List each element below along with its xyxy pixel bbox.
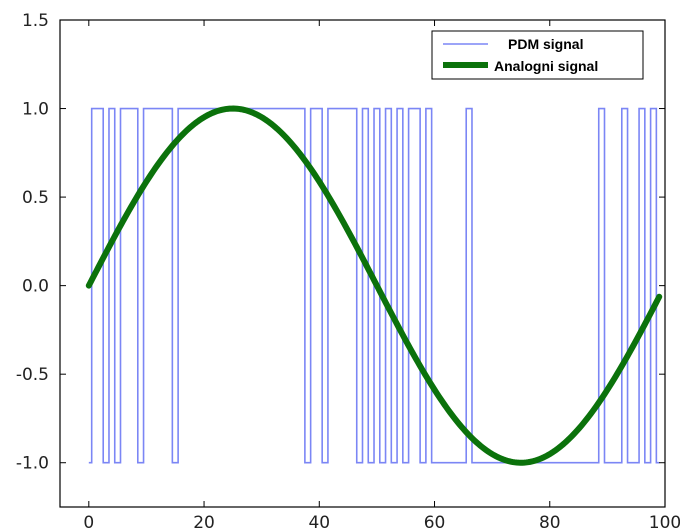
x-tick-label: 40	[308, 513, 330, 530]
pdm-signal-line	[88, 107, 660, 464]
analog-signal-line	[85, 105, 663, 466]
y-tick-label: 1.5	[22, 11, 49, 31]
y-tick-label: 0.5	[22, 188, 49, 208]
pdm-signal-layer	[88, 107, 660, 464]
y-tick-label: -0.5	[16, 365, 49, 385]
x-tick-label: 0	[83, 513, 94, 530]
legend: PDM signal Analogni signal	[431, 30, 644, 80]
x-tick-label: 100	[649, 513, 680, 530]
axis-ticks: 0 20 40 60 80 100 1.5 1.0 0.5 0.0 -0.5 -1.0	[16, 11, 680, 530]
y-tick-label: -1.0	[16, 454, 49, 474]
legend-pdm-label: PDM signal	[508, 36, 583, 52]
legend-box	[431, 30, 644, 80]
x-tick-label: 60	[424, 513, 446, 530]
x-tick-label: 20	[193, 513, 215, 530]
x-tick-label: 80	[539, 513, 561, 530]
analog-signal-layer	[85, 105, 663, 466]
legend-analog-label: Analogni signal	[494, 58, 598, 74]
y-tick-label: 1.0	[22, 100, 49, 120]
y-tick-label: 0.0	[22, 277, 49, 297]
plot-frame	[59, 19, 666, 508]
